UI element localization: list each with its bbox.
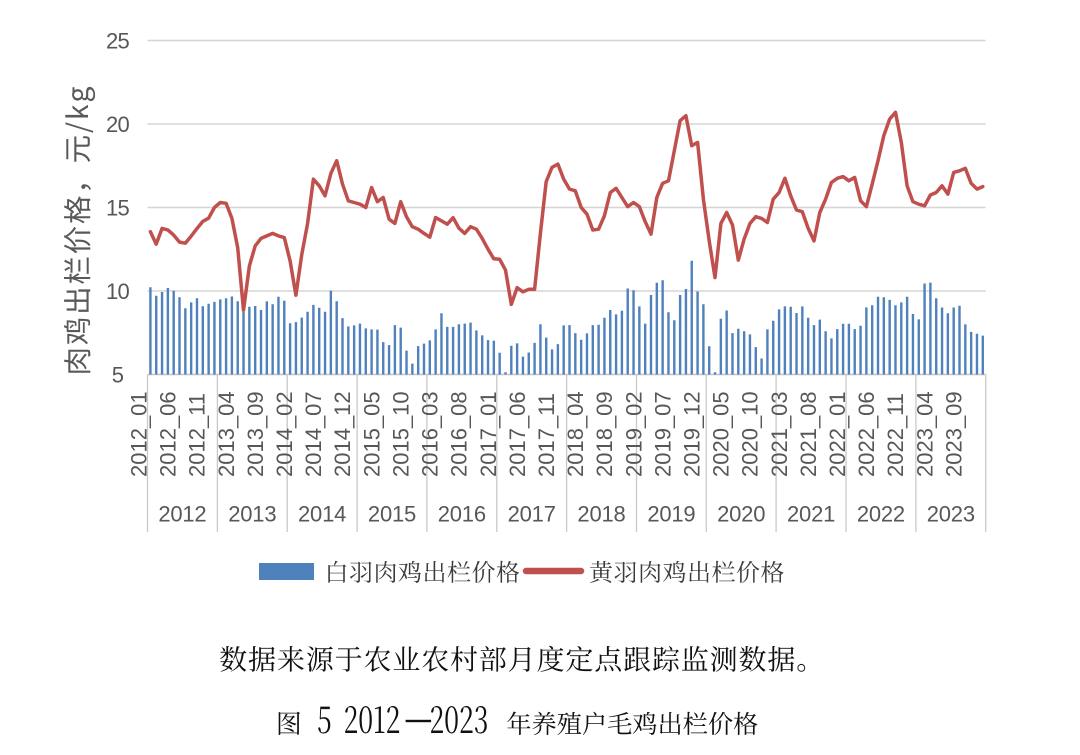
svg-text:2022_01: 2022_01 xyxy=(825,391,850,477)
svg-text:2018_09: 2018_09 xyxy=(592,391,617,477)
svg-text:2016: 2016 xyxy=(438,502,486,527)
svg-text:2021_08: 2021_08 xyxy=(796,391,821,477)
svg-text:2022: 2022 xyxy=(857,502,905,527)
svg-text:2023_04: 2023_04 xyxy=(912,391,937,477)
svg-text:2019_07: 2019_07 xyxy=(650,391,675,477)
svg-text:2012_01: 2012_01 xyxy=(127,391,152,477)
svg-text:5: 5 xyxy=(112,363,124,388)
svg-text:2017_11: 2017_11 xyxy=(534,393,559,477)
svg-text:2016_03: 2016_03 xyxy=(418,391,443,477)
svg-text:10: 10 xyxy=(106,279,130,304)
svg-text:2023: 2023 xyxy=(927,502,975,527)
svg-text:2012_11: 2012_11 xyxy=(185,393,210,477)
svg-text:2021_03: 2021_03 xyxy=(767,391,792,477)
svg-text:2012: 2012 xyxy=(158,502,206,527)
svg-text:25: 25 xyxy=(106,29,130,54)
svg-text:2020_10: 2020_10 xyxy=(738,391,763,477)
svg-text:15: 15 xyxy=(106,196,130,221)
svg-text:2022_06: 2022_06 xyxy=(854,391,879,477)
svg-text:20: 20 xyxy=(106,112,130,137)
svg-text:2013: 2013 xyxy=(228,502,276,527)
svg-text:2017_01: 2017_01 xyxy=(476,391,501,477)
svg-text:2019_12: 2019_12 xyxy=(680,391,705,477)
svg-text:2018: 2018 xyxy=(577,502,625,527)
svg-text:2015_10: 2015_10 xyxy=(388,391,413,477)
svg-text:2017: 2017 xyxy=(508,502,556,527)
svg-text:2015_05: 2015_05 xyxy=(359,391,384,477)
svg-text:2018_04: 2018_04 xyxy=(563,391,588,477)
svg-text:2014_12: 2014_12 xyxy=(330,391,355,477)
svg-text:2016_08: 2016_08 xyxy=(447,391,472,477)
svg-text:2013_09: 2013_09 xyxy=(243,391,268,477)
svg-text:2023_09: 2023_09 xyxy=(941,391,966,477)
svg-text:2013_04: 2013_04 xyxy=(214,391,239,477)
svg-text:2020: 2020 xyxy=(717,502,765,527)
svg-text:2015: 2015 xyxy=(368,502,416,527)
svg-text:2021: 2021 xyxy=(787,502,835,527)
svg-text:2014: 2014 xyxy=(298,502,346,527)
svg-text:2019: 2019 xyxy=(647,502,695,527)
svg-text:2022_11: 2022_11 xyxy=(883,393,908,477)
svg-text:2012_06: 2012_06 xyxy=(156,391,181,477)
svg-text:2017_06: 2017_06 xyxy=(505,391,530,477)
svg-text:2019_02: 2019_02 xyxy=(621,391,646,477)
svg-text:2014_07: 2014_07 xyxy=(301,391,326,477)
svg-text:2014_02: 2014_02 xyxy=(272,391,297,477)
svg-text:2020_05: 2020_05 xyxy=(709,391,734,477)
